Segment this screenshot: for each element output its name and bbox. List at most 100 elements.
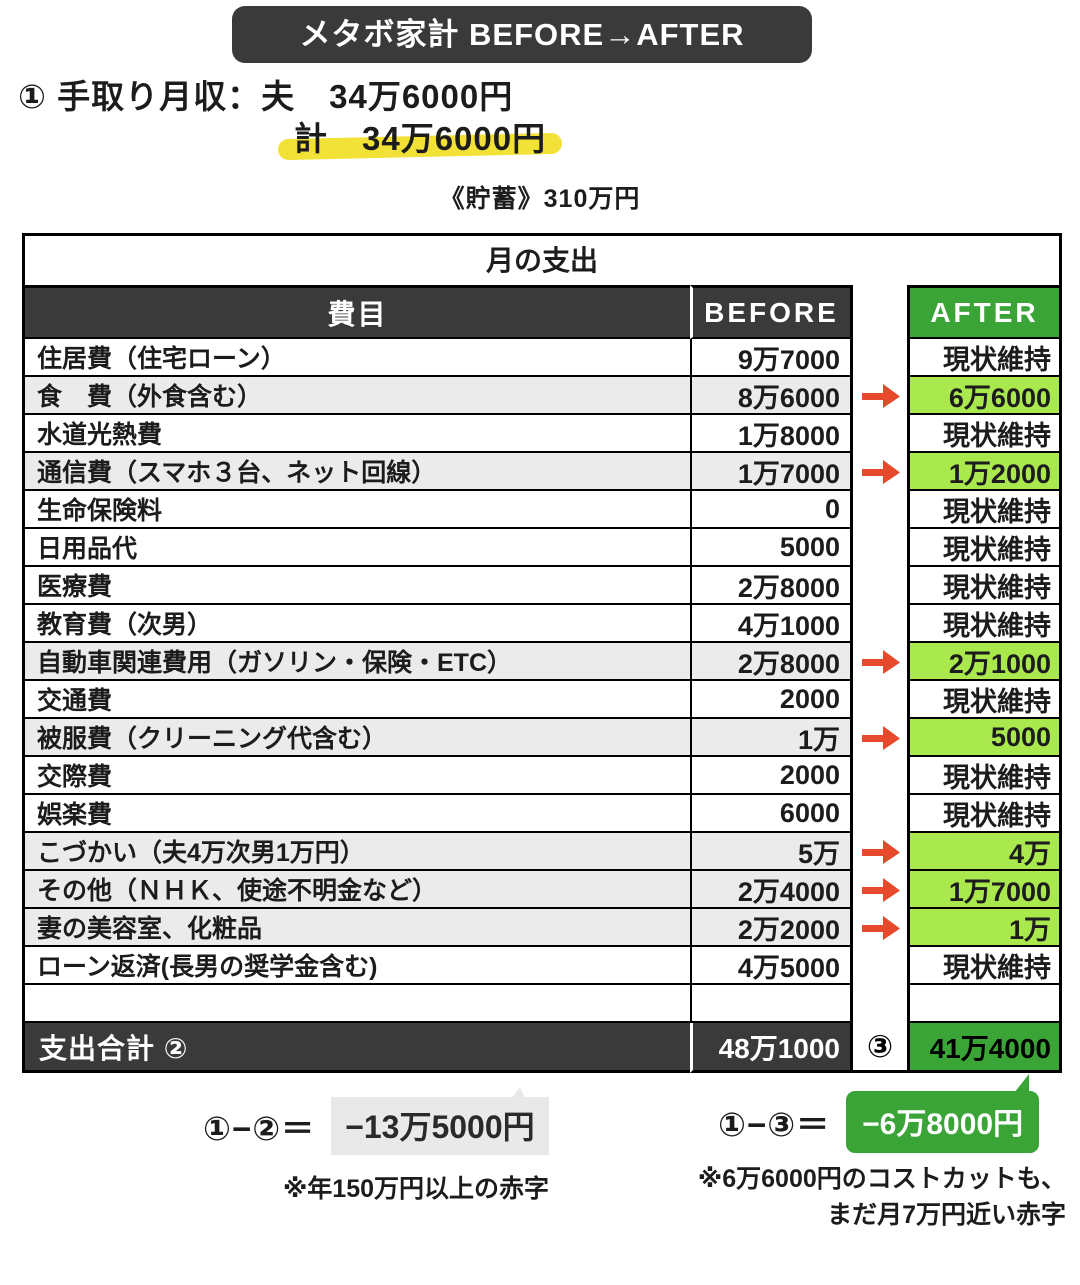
total-after-value: 41万4000 xyxy=(907,1023,1062,1073)
after-value: 現状維持 xyxy=(907,681,1062,719)
after-value: 5000 xyxy=(907,719,1062,757)
before-value: 2万4000 xyxy=(690,871,853,909)
arrow-cell xyxy=(853,757,907,795)
expense-item-label: 自動車関連費用（ガソリン・保険・ETC） xyxy=(22,643,690,681)
income-total-line: 計 34万6000円 xyxy=(277,119,1080,161)
before-value: 5万 xyxy=(690,833,853,871)
savings-line: 《貯蓄》310万円 xyxy=(439,185,641,213)
after-value xyxy=(907,985,1062,1023)
expense-item-label: 食 費（外食含む） xyxy=(22,377,690,415)
after-value: 4万 xyxy=(907,833,1062,871)
before-value: 1万 xyxy=(690,719,853,757)
after-value: 1万 xyxy=(907,909,1062,947)
table-title: 月の支出 xyxy=(22,233,1062,285)
after-value: 1万7000 xyxy=(907,871,1062,909)
before-balance-note: ※年150万円以上の赤字 xyxy=(283,1175,550,1203)
after-balance-group: ①−③＝ −6万8000円 xyxy=(718,1074,1040,1153)
change-arrow-icon xyxy=(862,384,900,408)
expense-item-label: 生命保険料 xyxy=(22,491,690,529)
after-value: 6万6000 xyxy=(907,377,1062,415)
summary-section: ①−②＝ −13万5000円 ①−③＝ −6万8000円 ※年150万円以上の赤… xyxy=(0,1073,1080,1279)
arrow-cell xyxy=(853,985,907,1023)
header-gap xyxy=(853,285,907,339)
expense-item-label: 妻の美容室、化粧品 xyxy=(22,909,690,947)
before-balance-formula: ①−②＝ xyxy=(203,1110,316,1147)
change-arrow-icon xyxy=(862,916,900,940)
after-value: 現状維持 xyxy=(907,757,1062,795)
expense-item-label: 被服費（クリーニング代含む） xyxy=(22,719,690,757)
header-before: BEFORE xyxy=(690,285,853,339)
expense-item-label: 日用品代 xyxy=(22,529,690,567)
expense-item-label: 交通費 xyxy=(22,681,690,719)
before-value: 2000 xyxy=(690,681,853,719)
income-total-text: 計 34万6000円 xyxy=(294,120,547,157)
change-arrow-icon xyxy=(862,726,900,750)
expense-item-label: 医療費 xyxy=(22,567,690,605)
arrow-cell xyxy=(853,377,907,415)
after-value: 現状維持 xyxy=(907,795,1062,833)
expense-item-label: その他（ＮＨＫ、使途不明金など） xyxy=(22,871,690,909)
before-value: 4万5000 xyxy=(690,947,853,985)
arrow-cell xyxy=(853,795,907,833)
expense-item-label: こづかい（夫4万次男1万円） xyxy=(22,833,690,871)
before-value: 2000 xyxy=(690,757,853,795)
expense-item-label: 教育費（次男） xyxy=(22,605,690,643)
after-value: 現状維持 xyxy=(907,415,1062,453)
after-value: 現状維持 xyxy=(907,491,1062,529)
arrow-cell xyxy=(853,453,907,491)
arrow-cell xyxy=(853,909,907,947)
expense-item-label: 住居費（住宅ローン） xyxy=(22,339,690,377)
arrow-cell xyxy=(853,567,907,605)
before-value: 2万8000 xyxy=(690,643,853,681)
arrow-cell xyxy=(853,719,907,757)
after-value: 現状維持 xyxy=(907,529,1062,567)
change-arrow-icon xyxy=(862,840,900,864)
after-note-line1: ※6万6000円のコストカットも、 xyxy=(697,1165,1066,1193)
before-value: 2万2000 xyxy=(690,909,853,947)
change-arrow-icon xyxy=(862,878,900,902)
after-value: 現状維持 xyxy=(907,567,1062,605)
expense-item-label: 娯楽費 xyxy=(22,795,690,833)
arrow-cell xyxy=(853,833,907,871)
arrow-cell xyxy=(853,339,907,377)
expense-item-label: 通信費（スマホ３台、ネット回線） xyxy=(22,453,690,491)
before-value: 0 xyxy=(690,491,853,529)
after-value: 2万1000 xyxy=(907,643,1062,681)
before-value: 4万1000 xyxy=(690,605,853,643)
expense-item-label: 交際費 xyxy=(22,757,690,795)
total-before-value: 48万1000 xyxy=(690,1023,853,1073)
after-value: 1万2000 xyxy=(907,453,1062,491)
arrow-cell xyxy=(853,415,907,453)
before-value: 1万7000 xyxy=(690,453,853,491)
expense-item-label xyxy=(22,985,690,1023)
title-banner: メタボ家計 BEFORE→AFTER xyxy=(232,6,812,63)
before-value: 9万7000 xyxy=(690,339,853,377)
before-value: 1万8000 xyxy=(690,415,853,453)
before-value: 2万8000 xyxy=(690,567,853,605)
after-balance-value: −6万8000円 xyxy=(846,1074,1040,1153)
arrow-cell xyxy=(853,643,907,681)
arrow-cell xyxy=(853,529,907,567)
arrow-cell xyxy=(853,681,907,719)
header-after: AFTER xyxy=(907,285,1062,339)
arrow-cell xyxy=(853,947,907,985)
header-item: 費目 xyxy=(22,285,690,339)
before-value: 5000 xyxy=(690,529,853,567)
expense-item-label: 水道光熱費 xyxy=(22,415,690,453)
total-mark: ③ xyxy=(853,1023,907,1073)
total-label: 支出合計 ② xyxy=(22,1023,690,1073)
before-balance-group: ①−②＝ −13万5000円 xyxy=(203,1087,549,1155)
after-balance-note: ※6万6000円のコストカットも、 まだ月7万円近い赤字 xyxy=(698,1161,1066,1233)
after-note-line2: まだ月7万円近い赤字 xyxy=(827,1201,1066,1229)
income-total-highlighted: 計 34万6000円 xyxy=(277,119,563,161)
net-income-line: ① 手取り月収：夫 34万6000円 xyxy=(18,78,514,115)
arrow-cell xyxy=(853,605,907,643)
expense-grid: 費目 BEFORE AFTER 住居費（住宅ローン） 9万7000 現状維持 食 費（… xyxy=(22,285,1062,1073)
before-balance-value: −13万5000円 xyxy=(331,1087,549,1155)
after-balance-formula: ①−③＝ xyxy=(718,1106,831,1143)
monthly-expense-table: 月の支出 費目 BEFORE AFTER 住居費（住宅ローン） 9万7000 現状維… xyxy=(22,233,1062,1073)
after-value: 現状維持 xyxy=(907,947,1062,985)
change-arrow-icon xyxy=(862,650,900,674)
arrow-cell xyxy=(853,491,907,529)
before-value: 6000 xyxy=(690,795,853,833)
